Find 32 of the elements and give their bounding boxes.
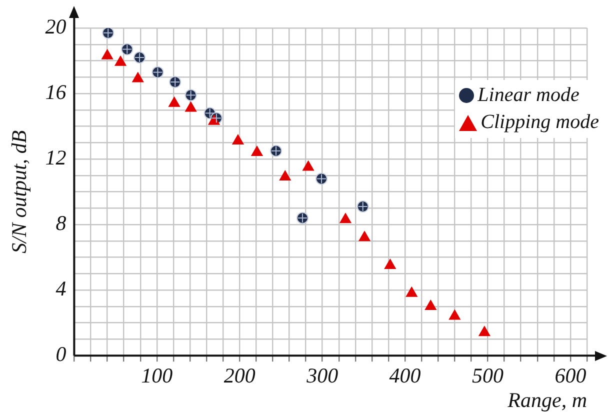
y-tick-label: 16 bbox=[45, 80, 67, 104]
x-tick-label: 600 bbox=[554, 364, 587, 388]
point bbox=[448, 309, 461, 320]
point bbox=[406, 286, 418, 297]
point bbox=[232, 134, 244, 145]
x-tick-label: 500 bbox=[472, 364, 504, 388]
point bbox=[168, 96, 180, 107]
point bbox=[358, 230, 371, 242]
x-tick-label: 200 bbox=[224, 364, 256, 388]
point bbox=[184, 101, 197, 112]
y-axis-title: S/N output, dB bbox=[7, 130, 32, 254]
legend-label: Clipping mode bbox=[480, 110, 599, 135]
point bbox=[384, 258, 396, 270]
y-tick-label: 12 bbox=[45, 146, 67, 170]
point bbox=[114, 55, 127, 66]
point bbox=[302, 160, 314, 171]
point bbox=[250, 145, 264, 156]
point bbox=[132, 72, 144, 82]
y-tick-label: 4 bbox=[56, 276, 67, 301]
x-tick-label: 100 bbox=[141, 364, 174, 388]
x-axis-title: Range, m bbox=[506, 388, 587, 412]
legend-label: Linear mode bbox=[478, 83, 580, 108]
x-tick-label: 400 bbox=[389, 364, 422, 388]
point bbox=[279, 170, 292, 181]
y-tick-label: 20 bbox=[45, 14, 67, 39]
y-tick-label: 8 bbox=[56, 211, 67, 236]
x-tick-label: 300 bbox=[306, 364, 339, 388]
point bbox=[339, 212, 352, 224]
point bbox=[101, 48, 114, 60]
point bbox=[478, 326, 490, 336]
point bbox=[424, 299, 437, 310]
y-tick-label: 0 bbox=[56, 342, 67, 366]
